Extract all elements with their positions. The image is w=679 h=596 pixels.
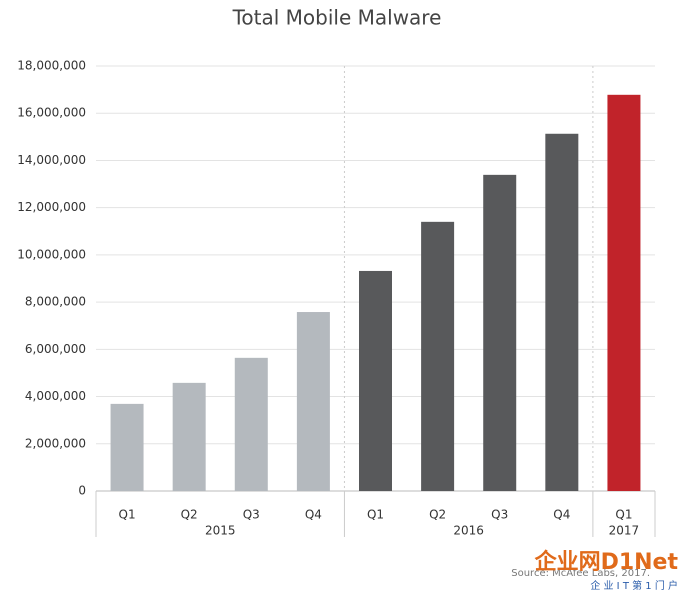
y-tick-label: 18,000,000 (17, 59, 86, 73)
x-tick-label: Q2 (429, 508, 446, 522)
watermark: 企业网D1Net (534, 549, 679, 575)
x-tick-label: Q3 (491, 508, 508, 522)
chart-title: Total Mobile Malware (232, 6, 442, 30)
source-note: Source: McAfee Labs, 2017. (511, 568, 650, 579)
y-tick-label: 0 (78, 484, 86, 498)
bar (110, 403, 144, 491)
bar (607, 94, 641, 492)
y-tick-label: 8,000,000 (25, 295, 86, 309)
bar (483, 174, 517, 491)
bar (545, 133, 579, 491)
y-tick-label: 14,000,000 (17, 153, 86, 167)
bar (359, 270, 392, 491)
y-tick-label: 16,000,000 (17, 106, 86, 120)
y-tick-label: 6,000,000 (25, 342, 86, 356)
group-label: 2015 (205, 524, 236, 538)
watermark-sub: 企 业 I T 第 1 门 户 (590, 579, 678, 592)
bar (421, 221, 455, 492)
bar (234, 357, 268, 491)
x-tick-label: Q4 (305, 508, 322, 522)
x-tick-label: Q1 (615, 508, 632, 522)
x-tick-label: Q2 (181, 508, 198, 522)
x-tick-label: Q1 (119, 508, 136, 522)
x-tick-label: Q1 (367, 508, 384, 522)
group-label: 2016 (453, 524, 484, 538)
y-tick-label: 4,000,000 (25, 389, 86, 403)
y-tick-label: 10,000,000 (17, 247, 86, 261)
bar (172, 382, 206, 491)
y-tick-label: 2,000,000 (25, 436, 86, 450)
y-tick-label: 12,000,000 (17, 200, 86, 214)
x-tick-label: Q3 (243, 508, 260, 522)
x-tick-label: Q4 (553, 508, 570, 522)
group-label: 2017 (609, 524, 640, 538)
bar (296, 312, 330, 491)
